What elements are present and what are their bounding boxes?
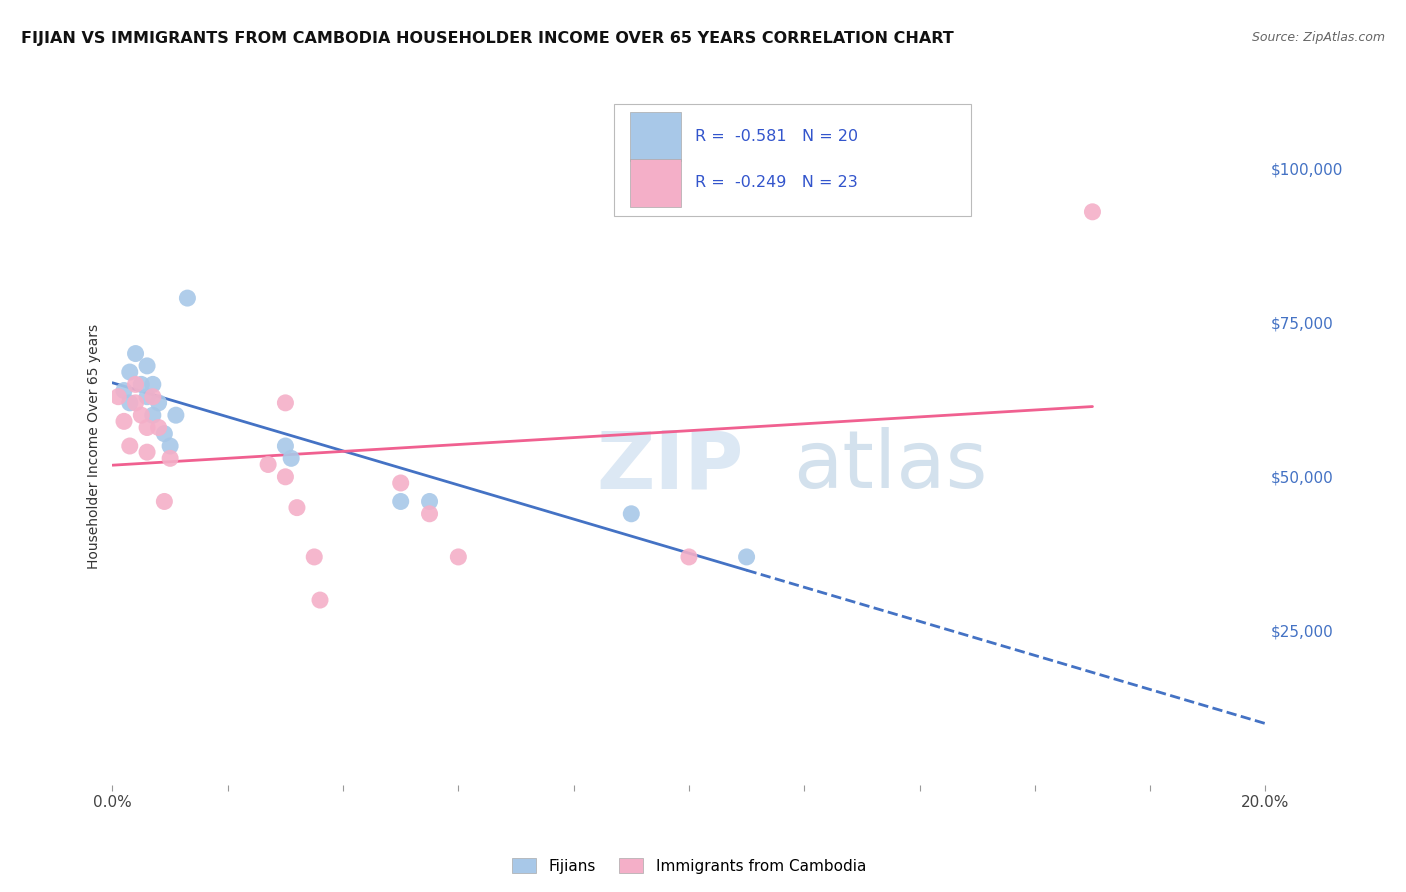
Point — [309, 593, 332, 607]
Text: atlas: atlas — [793, 427, 987, 506]
Point — [112, 384, 135, 398]
Point — [124, 396, 146, 410]
Point — [304, 549, 326, 564]
Point — [274, 439, 297, 453]
Point — [142, 377, 165, 392]
Legend: Fijians, Immigrants from Cambodia: Fijians, Immigrants from Cambodia — [506, 852, 872, 880]
FancyBboxPatch shape — [614, 103, 972, 216]
Point — [1081, 204, 1104, 219]
Text: R =  -0.581   N = 20: R = -0.581 N = 20 — [695, 129, 858, 144]
Point — [389, 494, 412, 508]
Point — [274, 470, 297, 484]
Point — [107, 390, 129, 404]
Point — [620, 507, 643, 521]
Y-axis label: Householder Income Over 65 years: Householder Income Over 65 years — [87, 324, 101, 568]
FancyBboxPatch shape — [630, 159, 681, 207]
Point — [678, 549, 700, 564]
Point — [176, 291, 198, 305]
Point — [447, 549, 470, 564]
Point — [419, 507, 441, 521]
Point — [419, 494, 441, 508]
Point — [124, 377, 146, 392]
Point — [124, 346, 146, 360]
Point — [136, 359, 159, 373]
Point — [118, 365, 141, 379]
Point — [148, 396, 170, 410]
Point — [136, 420, 159, 434]
Point — [129, 408, 153, 422]
Point — [118, 439, 141, 453]
Point — [389, 475, 412, 490]
Point — [136, 445, 159, 459]
Point — [735, 549, 758, 564]
Point — [148, 420, 170, 434]
Point — [159, 451, 181, 466]
Point — [118, 396, 141, 410]
Point — [136, 390, 159, 404]
Point — [257, 458, 280, 472]
Text: FIJIAN VS IMMIGRANTS FROM CAMBODIA HOUSEHOLDER INCOME OVER 65 YEARS CORRELATION : FIJIAN VS IMMIGRANTS FROM CAMBODIA HOUSE… — [21, 31, 953, 46]
Point — [112, 414, 135, 428]
Text: ZIP: ZIP — [596, 427, 744, 506]
Point — [153, 426, 176, 441]
Point — [142, 390, 165, 404]
Point — [153, 494, 176, 508]
Point — [142, 408, 165, 422]
Point — [165, 408, 187, 422]
Point — [159, 439, 181, 453]
Text: R =  -0.249   N = 23: R = -0.249 N = 23 — [695, 175, 858, 190]
Point — [274, 396, 297, 410]
Point — [285, 500, 308, 515]
Point — [129, 377, 153, 392]
Point — [280, 451, 302, 466]
FancyBboxPatch shape — [630, 112, 681, 161]
Text: Source: ZipAtlas.com: Source: ZipAtlas.com — [1251, 31, 1385, 45]
